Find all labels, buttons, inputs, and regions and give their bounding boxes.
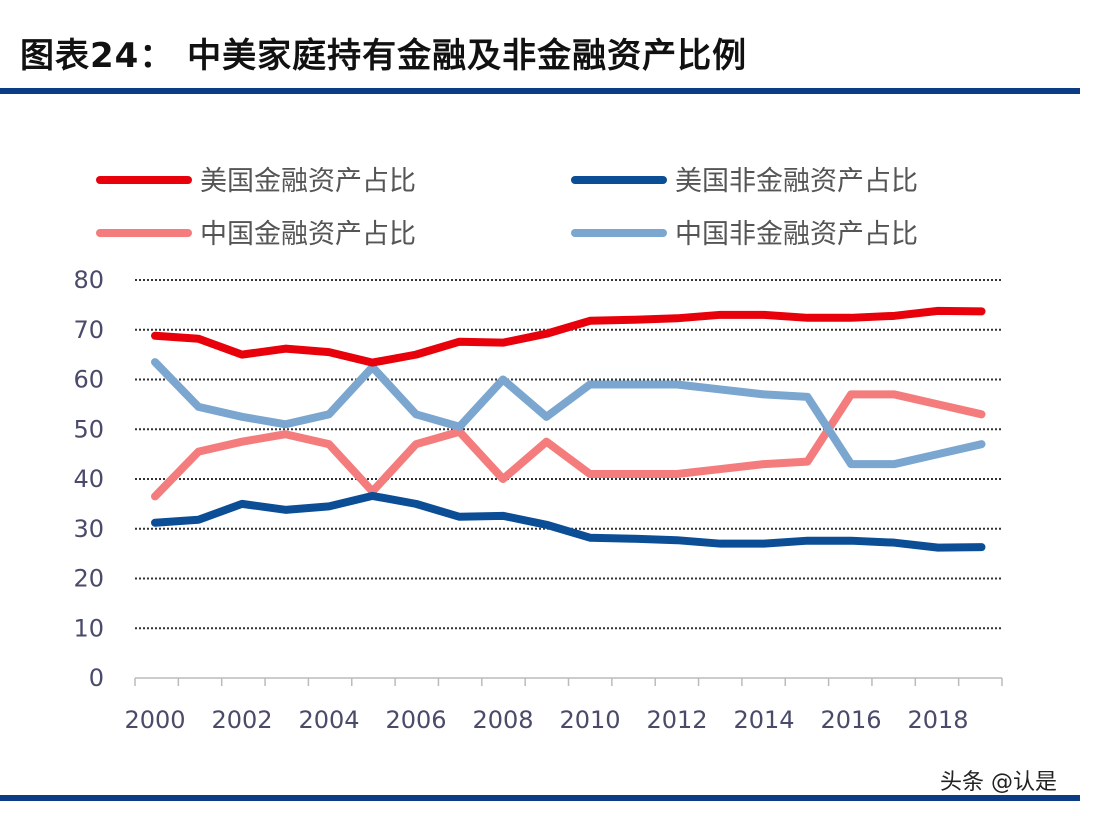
- y-tick-label: 20: [73, 565, 104, 593]
- y-tick-label: 50: [73, 415, 104, 443]
- series-line: [151, 358, 986, 469]
- chart-title: 图表24： 中美家庭持有金融及非金融资产比例: [20, 36, 748, 76]
- x-tick-label: 2006: [385, 706, 446, 734]
- y-tick-label: 80: [73, 266, 104, 294]
- watermark: 头条 @认是: [940, 770, 1057, 795]
- legend-label: 中国金融资产占比: [200, 219, 416, 250]
- legend-label: 美国金融资产占比: [200, 166, 416, 197]
- x-tick-label: 2002: [211, 706, 272, 734]
- x-tick-label: 2018: [907, 706, 968, 734]
- y-tick-label: 60: [73, 366, 104, 394]
- x-tick-label: 2004: [298, 706, 359, 734]
- top-divider: [0, 88, 1080, 94]
- y-tick-label: 10: [73, 614, 104, 642]
- x-tick-label: 2000: [124, 706, 185, 734]
- x-tick-label: 2014: [733, 706, 794, 734]
- x-tick-label: 2012: [646, 706, 707, 734]
- x-tick-label: 2016: [820, 706, 881, 734]
- y-tick-label: 30: [73, 515, 104, 543]
- y-tick-label: 70: [73, 316, 104, 344]
- x-tick-label: 2010: [559, 706, 620, 734]
- legend-label: 美国非金融资产占比: [675, 166, 918, 197]
- x-tick-label: 2008: [472, 706, 533, 734]
- series-line: [151, 390, 986, 501]
- series-line: [151, 491, 986, 552]
- legend-label: 中国非金融资产占比: [675, 219, 918, 250]
- bottom-divider: [0, 795, 1080, 801]
- y-tick-label: 0: [89, 664, 104, 692]
- series-line: [151, 306, 986, 367]
- y-tick-label: 40: [73, 465, 104, 493]
